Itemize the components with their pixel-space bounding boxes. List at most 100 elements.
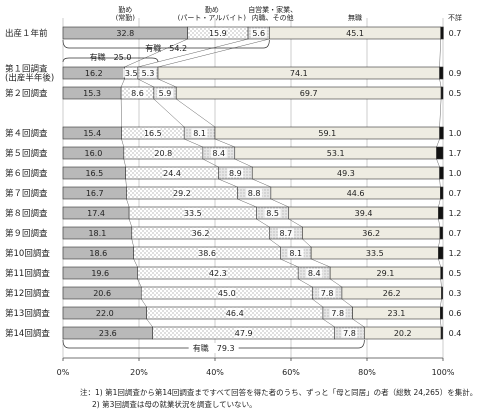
value-label: 23.1 (388, 309, 406, 318)
value-label: 8.7 (280, 229, 293, 238)
bracket (62, 39, 270, 49)
value-label: 16.5 (144, 129, 162, 138)
value-label: 0.9 (449, 69, 462, 78)
annotation: 有職 79.3 (193, 343, 235, 353)
connector (131, 238, 134, 248)
legend-label: 勤め(パート・アルバイト) (178, 5, 247, 22)
label-bg (188, 343, 239, 353)
label-bg (319, 288, 336, 298)
value-label: 20.2 (394, 329, 412, 338)
value-label: 20.6 (93, 289, 111, 298)
bar-segment (438, 206, 444, 220)
category-label: 第７回調査 (5, 188, 48, 199)
annotation: 有職 54.2 (145, 43, 187, 53)
value-label: 1.0 (449, 169, 462, 178)
footnote: 2) 第3回調査は母の就業状況を調査していない。 (92, 399, 257, 409)
bar-segment (436, 146, 444, 160)
value-label: 46.4 (226, 309, 244, 318)
value-label: 5.3 (142, 69, 155, 78)
value-label: 16.7 (86, 189, 104, 198)
annotation: 有職 25.0 (90, 52, 132, 62)
label-bg (218, 288, 235, 298)
label-bg (157, 88, 174, 98)
value-label: 8.9 (229, 169, 242, 178)
value-label: 0.7 (449, 229, 462, 238)
label-bg (199, 248, 216, 258)
x-tick-label: 0% (57, 368, 70, 377)
value-label: 0.5 (449, 89, 462, 98)
value-label: 16.5 (85, 169, 103, 178)
connector (128, 218, 133, 228)
connector (440, 298, 442, 308)
value-label: 45.1 (346, 29, 364, 38)
footnote: 注：1) 第1回調査から第14回調査まですべて回答を得た者のうち、ずっと「母と同… (80, 387, 477, 397)
value-label: 69.7 (300, 89, 318, 98)
legend-label: 不詳 (448, 13, 462, 22)
value-label: 53.1 (327, 149, 345, 158)
connector (341, 298, 353, 308)
connector (184, 138, 203, 148)
connector (153, 98, 185, 128)
value-label: 18.6 (89, 249, 107, 258)
connector (133, 258, 138, 268)
category-label: 第１回調査(出産半年後) (5, 63, 54, 83)
x-tick-label: 40% (206, 368, 224, 377)
value-label: 0.6 (449, 309, 462, 318)
label-bg (209, 268, 226, 278)
bar-segment (439, 166, 444, 180)
bar-segment (440, 306, 443, 320)
connector (352, 318, 365, 328)
connector (120, 78, 125, 88)
connector (124, 38, 188, 68)
value-label: 32.8 (116, 29, 134, 38)
label-bg (184, 208, 201, 218)
value-label: 17.4 (87, 209, 105, 218)
category-label: 第13回調査 (5, 308, 50, 319)
category-label: 第14回調査 (5, 328, 50, 339)
connector (141, 298, 147, 308)
connector (146, 318, 153, 328)
connector (269, 238, 281, 248)
value-label: 49.3 (337, 169, 355, 178)
value-label: 7.8 (343, 329, 356, 338)
x-tick-label: 100% (432, 368, 455, 377)
value-label: 8.8 (248, 189, 261, 198)
connector (157, 38, 270, 68)
connector (176, 98, 216, 128)
connector (322, 318, 335, 328)
label-bg (139, 68, 156, 78)
connector (270, 198, 289, 208)
label-bg (329, 308, 346, 318)
bar-segment (438, 246, 444, 260)
label-bg (191, 128, 208, 138)
bar-segment (440, 326, 443, 340)
category-label: 第11回調査 (5, 268, 50, 279)
label-bg (210, 148, 227, 158)
label-bg (123, 68, 140, 78)
value-label: 8.5 (266, 209, 279, 218)
value-label: 42.3 (209, 269, 227, 278)
category-label: 第12回調査 (5, 288, 50, 299)
label-bg (287, 248, 304, 258)
connector (298, 278, 313, 288)
label-bg (264, 208, 281, 218)
connector (438, 258, 441, 268)
value-label: 8.6 (131, 89, 144, 98)
value-label: 16.2 (85, 69, 103, 78)
bar-segment (440, 186, 444, 200)
label-bg (227, 168, 244, 178)
value-label: 7.8 (331, 309, 344, 318)
bar-segment (439, 226, 443, 240)
connector (137, 78, 154, 88)
value-label: 0.3 (449, 289, 462, 298)
value-label: 8.4 (212, 149, 225, 158)
legend-label: 無職 (348, 13, 362, 22)
connector (438, 198, 441, 208)
legend-label: 自営業・家業、内職、その他 (248, 5, 297, 22)
connector (288, 218, 303, 228)
connector (439, 38, 441, 68)
bar-segment (439, 126, 444, 140)
bar-segment (441, 286, 443, 300)
value-label: 39.4 (355, 209, 373, 218)
